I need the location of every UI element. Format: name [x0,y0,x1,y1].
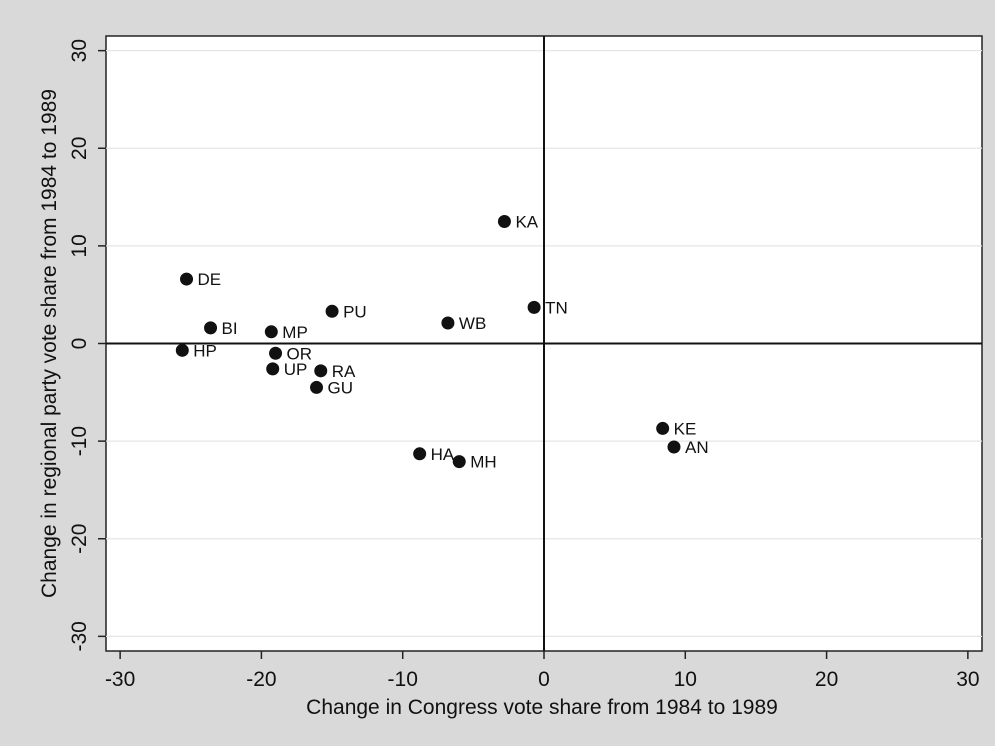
point-ra [314,364,328,378]
axes: -30 -20 -10 0 10 20 30 -30 -20 -10 0 10 20 30 [68,39,980,691]
x-tick-label: -20 [246,668,276,691]
point-label-mp: MP [282,323,308,342]
point-ka [497,214,511,228]
point-pu [325,304,339,318]
point-de [180,272,194,286]
point-label-hp: HP [193,341,217,360]
point-an [667,440,681,454]
x-tick-label: -30 [105,668,135,691]
point-label-ra: RA [332,362,356,381]
point-label-gu: GU [328,378,354,397]
point-label-or: OR [287,344,313,363]
point-label-up: UP [284,360,308,379]
y-axis-title: Change in regional party vote share from… [38,89,61,598]
point-label-wb: WB [459,314,486,333]
point-bi [204,321,218,335]
point-label-mh: MH [470,453,496,472]
point-label-de: DE [198,270,222,289]
point-label-bi: BI [222,319,238,338]
reference-lines [106,36,982,651]
x-tick-label: 0 [538,668,550,691]
x-tick-label: 10 [674,668,697,691]
point-label-pu: PU [343,302,367,321]
point-label-tn: TN [545,298,568,317]
point-hp [175,343,189,357]
point-mh [452,455,466,469]
y-tick-label: 30 [68,39,91,62]
point-label-an: AN [685,438,709,457]
point-wb [441,316,455,330]
x-axis-title: Change in Congress vote share from 1984 … [306,696,778,719]
y-tick-label: 10 [68,234,91,257]
point-ke [656,421,670,435]
y-tick-label: -10 [68,426,91,456]
point-label-ka: KA [515,212,538,231]
point-or [269,346,283,360]
y-tick-label: -30 [68,621,91,651]
y-tick-label: 20 [68,137,91,160]
x-tick-label: -10 [388,668,418,691]
y-tick-label: 0 [68,338,91,350]
y-tick-label: -20 [68,524,91,554]
point-label-ha: HA [431,445,455,464]
point-gu [310,380,324,394]
x-tick-label: 30 [956,668,979,691]
point-label-ke: KE [674,419,697,438]
x-tick-label: 20 [815,668,838,691]
point-ha [413,447,427,461]
point-mp [264,325,278,339]
point-up [266,362,280,376]
point-tn [527,300,541,314]
